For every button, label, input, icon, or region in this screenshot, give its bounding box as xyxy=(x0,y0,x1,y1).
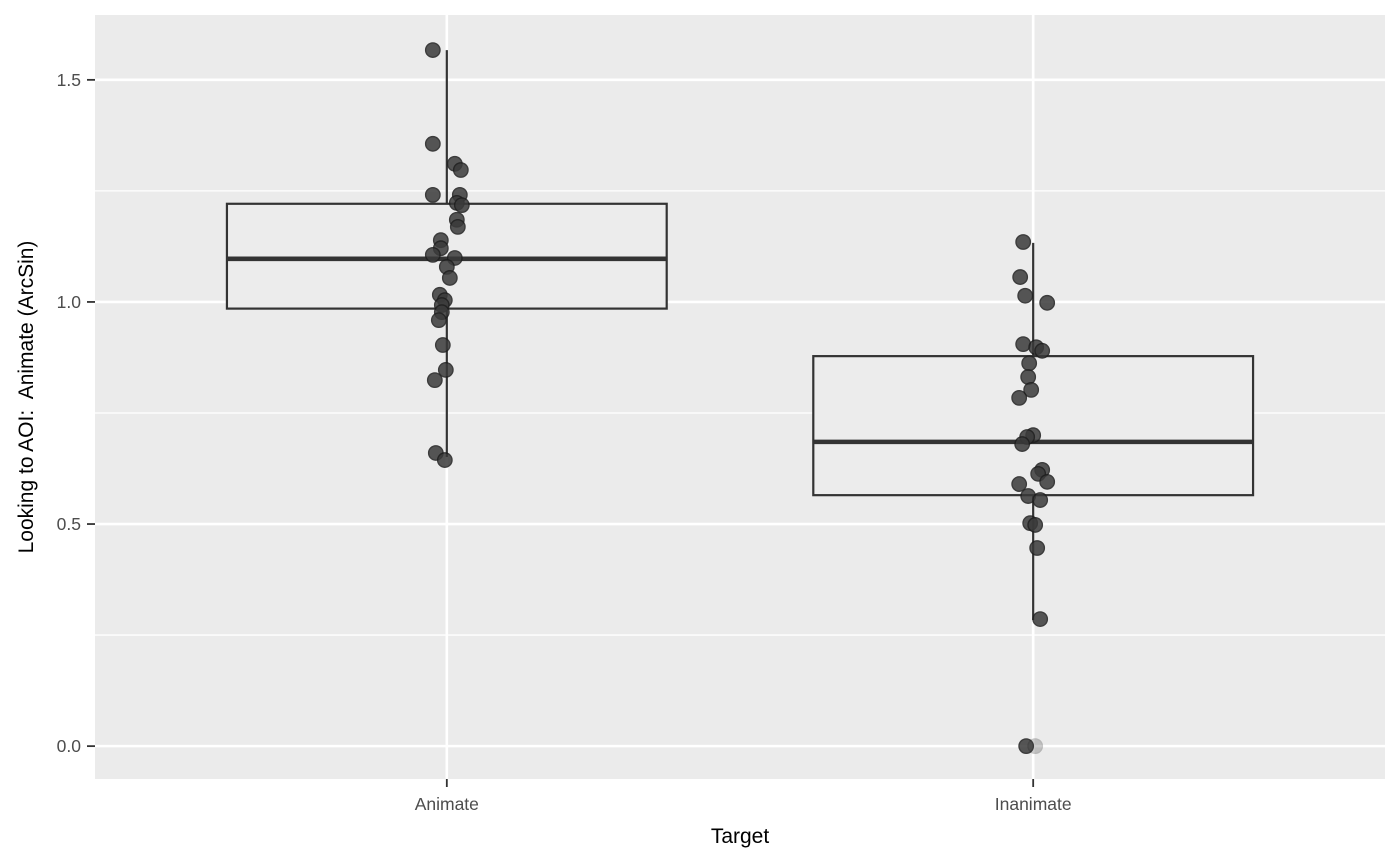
jitter-point xyxy=(1034,342,1051,359)
jitter-point xyxy=(1027,738,1044,755)
x-tick-label-inanimate: Inanimate xyxy=(995,794,1072,814)
jitter-point xyxy=(449,218,466,235)
jitter-point xyxy=(424,186,441,203)
jitter-point xyxy=(434,337,451,353)
jitter-point xyxy=(1020,369,1037,385)
jitter-point xyxy=(1039,294,1056,311)
jitter-point xyxy=(1012,269,1029,285)
jitter-point xyxy=(424,42,441,58)
jitter-point xyxy=(436,452,453,468)
jitter-point xyxy=(1021,355,1038,372)
x-tick-label-animate: Animate xyxy=(415,794,479,814)
jitter-point xyxy=(1018,738,1035,755)
jitter-point xyxy=(426,372,443,389)
jitter-point xyxy=(452,162,469,178)
jitter-point xyxy=(1032,611,1049,627)
jitter-point xyxy=(453,197,470,214)
y-tick-label: 0.0 xyxy=(57,736,82,756)
y-axis-title: Looking to AOI: Animate (ArcSin) xyxy=(15,241,38,554)
jitter-point xyxy=(437,362,454,378)
jitter-point xyxy=(441,270,458,286)
jitter-point xyxy=(424,246,441,263)
y-tick-label: 0.5 xyxy=(57,514,81,534)
jitter-point xyxy=(1011,476,1028,492)
jitter-point xyxy=(1032,492,1049,508)
jitter-point xyxy=(1039,473,1056,490)
jitter-point xyxy=(1015,234,1032,250)
jitter-point xyxy=(424,135,441,152)
jitter-point xyxy=(1017,287,1034,304)
jitter-point xyxy=(1015,336,1032,353)
box-animate xyxy=(225,202,668,310)
y-tick-label: 1.0 xyxy=(57,292,82,312)
jitter-point xyxy=(1027,517,1044,533)
jitter-point xyxy=(1023,381,1040,398)
jitter-point xyxy=(1029,540,1046,556)
y-tick-label: 1.5 xyxy=(57,70,81,90)
x-axis-title: Target xyxy=(711,825,770,848)
jitter-point xyxy=(1014,436,1031,452)
jitter-point xyxy=(1011,389,1028,406)
jitter-point xyxy=(430,312,447,329)
